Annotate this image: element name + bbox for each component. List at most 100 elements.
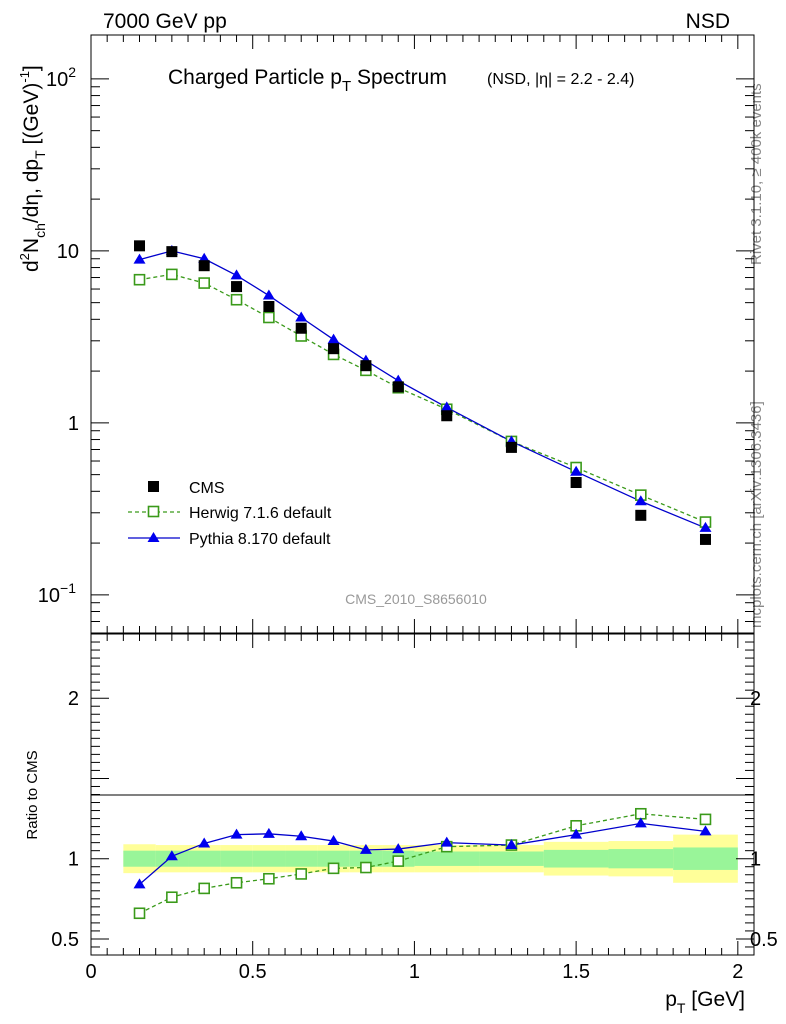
herwig-ratio-line bbox=[139, 813, 706, 914]
main-y-tick-label-exponent: 2 bbox=[68, 64, 76, 80]
title-tail-part: Spectrum bbox=[351, 66, 447, 89]
cms-point bbox=[328, 343, 340, 355]
legend-label-cms: CMS bbox=[189, 480, 225, 497]
ratio-y-tick-label: 2 bbox=[68, 688, 79, 710]
ratio-uncertainty-bands bbox=[123, 834, 738, 883]
legend: CMS Herwig 7.1.6 default Pythia 8.170 de… bbox=[128, 480, 332, 548]
ratio-x-axis-label: pT [GeV] bbox=[665, 988, 745, 1016]
stat-band bbox=[252, 850, 286, 867]
ratio-series-layer bbox=[133, 807, 712, 920]
herwig-ratio-point bbox=[166, 891, 178, 904]
pythia-ratio-point bbox=[327, 835, 340, 846]
herwig-point bbox=[198, 277, 210, 289]
main-axis-ticks bbox=[90, 35, 754, 634]
pythia-ratio-point bbox=[699, 825, 712, 836]
ratio-x-tick-labels: 0 0.5 1 1.5 2 bbox=[85, 961, 743, 983]
pythia-ratio-point bbox=[634, 817, 647, 828]
y-label-sub-t: T bbox=[32, 150, 48, 159]
herwig-ratio-point bbox=[198, 882, 210, 895]
pythia-point bbox=[295, 311, 308, 322]
pythia-ratio-point bbox=[392, 843, 405, 854]
stat-band bbox=[543, 849, 609, 868]
legend-entry-pythia: Pythia 8.170 default bbox=[128, 531, 331, 548]
pythia-point bbox=[440, 401, 453, 412]
pythia-ratio-line bbox=[139, 822, 706, 885]
cms-point bbox=[295, 322, 307, 334]
ratio-x-tick-label: 1 bbox=[409, 961, 420, 983]
title-main-part: Charged Particle p bbox=[168, 66, 342, 89]
main-y-tick-label: 10 bbox=[57, 241, 79, 263]
pythia-ratio-point bbox=[505, 839, 518, 850]
stat-band bbox=[673, 847, 738, 870]
herwig-ratio-point bbox=[133, 907, 146, 920]
main-y-tick-label-base: 10 bbox=[57, 241, 79, 263]
legend-entry-cms: CMS bbox=[148, 480, 225, 497]
ratio-x-tick-label: 0 bbox=[85, 961, 96, 983]
mcplots-source-label: mcplots.cern.ch [arXiv:1306.3436] bbox=[748, 401, 765, 628]
cms-point bbox=[263, 300, 275, 312]
ratio-x-tick-label: 0.5 bbox=[239, 961, 267, 983]
herwig-point bbox=[230, 293, 243, 306]
pythia-point bbox=[699, 521, 712, 532]
main-y-tick-label: 1 bbox=[68, 413, 79, 435]
stat-band bbox=[188, 850, 221, 867]
x-label-subscript: T bbox=[677, 1000, 686, 1016]
herwig-ratio-point bbox=[699, 813, 712, 826]
y-label-n: N bbox=[20, 238, 43, 253]
pythia-point bbox=[262, 289, 275, 300]
cms-point bbox=[360, 360, 372, 372]
y-label-d: d bbox=[20, 260, 43, 272]
herwig-ratio-point bbox=[392, 855, 405, 867]
main-plot-frame bbox=[90, 34, 755, 634]
rivet-version-label: Rivet 3.1.10, ≥ 400k events bbox=[748, 83, 765, 265]
cms-point bbox=[134, 240, 146, 252]
stat-band bbox=[123, 850, 156, 867]
ratio-y-tick-label-right: 1 bbox=[750, 849, 761, 871]
cms-point bbox=[441, 410, 453, 422]
y-label-sup-minus1: -1 bbox=[17, 71, 32, 83]
ratio-y-axis-label: Ratio to CMS bbox=[24, 750, 41, 839]
legend-marker-cms bbox=[148, 481, 159, 492]
pythia-point bbox=[327, 333, 340, 344]
herwig-ratio-point bbox=[635, 807, 647, 820]
legend-entry-herwig: Herwig 7.1.6 default bbox=[128, 505, 332, 522]
ratio-y-tick-label-right: 0.5 bbox=[750, 929, 778, 951]
main-y-tick-label-exponent: −1 bbox=[60, 580, 76, 596]
ratio-y-tick-label: 1 bbox=[68, 849, 79, 871]
herwig-ratio-point bbox=[263, 872, 275, 885]
pythia-point bbox=[133, 253, 146, 264]
pythia-ratio-point bbox=[440, 836, 453, 847]
cms-point bbox=[198, 260, 210, 272]
herwig-point bbox=[263, 311, 275, 324]
stat-band bbox=[414, 851, 480, 866]
header-process-label: NSD bbox=[686, 10, 730, 33]
title-subscript: T bbox=[342, 78, 351, 95]
pythia-point bbox=[570, 465, 583, 476]
herwig-ratio-point bbox=[360, 861, 372, 874]
pythia-ratio-point bbox=[570, 828, 583, 839]
x-label-tail: [GeV] bbox=[685, 988, 745, 1011]
pythia-ratio-point bbox=[262, 827, 275, 838]
stat-band bbox=[220, 850, 253, 867]
herwig-point bbox=[166, 268, 178, 281]
main-series-layer bbox=[133, 240, 712, 545]
herwig-ratio-point bbox=[295, 868, 308, 880]
main-y-axis-label: d2Nch/dη, dpT [(GeV)-1] bbox=[17, 65, 48, 272]
cms-point bbox=[166, 246, 178, 258]
ratio-x-tick-label: 2 bbox=[732, 961, 743, 983]
cms-point bbox=[392, 381, 404, 393]
legend-label-herwig: Herwig 7.1.6 default bbox=[189, 505, 332, 522]
stat-band bbox=[317, 850, 350, 867]
herwig-ratio-point bbox=[230, 876, 243, 889]
main-chart-subtitle: (NSD, |η| = 2.2 - 2.4) bbox=[487, 71, 634, 88]
ratio-y-tick-label: 0.5 bbox=[51, 929, 79, 951]
y-label-sub-ch: ch bbox=[32, 223, 48, 238]
analysis-watermark: CMS_2010_S8656010 bbox=[345, 591, 487, 607]
cms-point bbox=[570, 477, 582, 489]
main-y-tick-label: 102 bbox=[46, 64, 76, 91]
stat-band bbox=[479, 851, 544, 866]
main-y-tick-label-base: 1 bbox=[68, 413, 79, 435]
pythia-ratio-point bbox=[133, 878, 146, 889]
